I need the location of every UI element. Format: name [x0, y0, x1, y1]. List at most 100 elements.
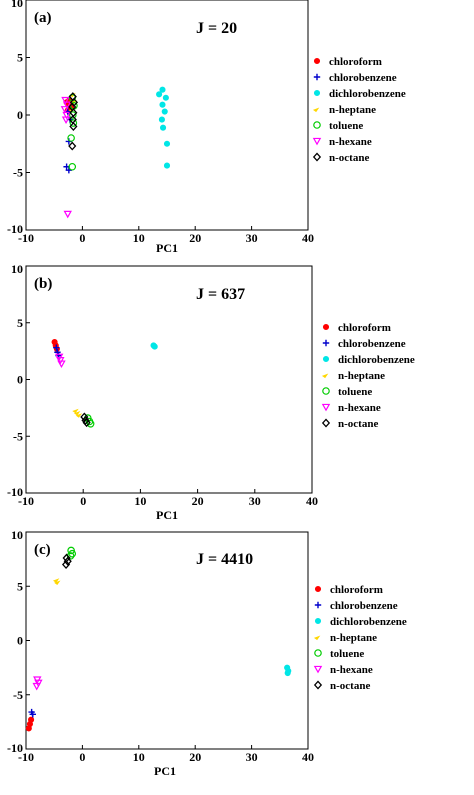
y-tick-label: -10 [7, 485, 23, 499]
legend-label-n-hexane: n-hexane [330, 664, 373, 676]
y-tick-label: 5 [17, 316, 23, 330]
x-tick-label: 30 [246, 750, 258, 764]
legend-label-n-octane: n-octane [338, 418, 378, 430]
data-point-dichlorobenzene [159, 86, 166, 93]
x-tick-label: 20 [189, 231, 201, 245]
panel-c-label: (c) [34, 542, 51, 558]
data-point-toluene [86, 419, 95, 428]
panel-b-xlabel: PC1 [156, 508, 178, 522]
legend-marker-toluene [322, 387, 330, 395]
data-point-chloroform [25, 725, 32, 732]
panel-a: -10 0 10 20 30 40 -10 -5 0 5 10 (a) J = 20 PC1 chl… [7, 0, 406, 255]
panel-b-label: (b) [34, 276, 52, 292]
legend-label-n-heptane: n-heptane [330, 632, 377, 644]
data-point-n-octane [68, 141, 77, 151]
legend-marker-n-octane [313, 680, 323, 690]
legend-marker-dichlorobenzene [314, 617, 322, 625]
x-tick-label: 40 [302, 231, 314, 245]
legend-label-chloroform: chloroform [330, 584, 383, 596]
data-point-dichlorobenzene [163, 162, 171, 169]
y-tick-label: -5 [13, 688, 23, 702]
data-point-n-octane [82, 418, 91, 428]
legend-label-chloroform: chloroform [338, 322, 391, 334]
panel-a-ticks: -10 0 10 20 30 40 -10 -5 0 5 10 [7, 0, 314, 245]
legend-marker-n-heptane [321, 373, 329, 379]
x-tick-label: 0 [79, 231, 85, 245]
data-point-n-hexane [62, 111, 71, 120]
data-point-chlorobenzene [53, 344, 60, 351]
panel-c-xlabel: PC1 [154, 764, 176, 778]
y-tick-label: 10 [11, 262, 23, 276]
data-point-toluene [68, 549, 77, 558]
data-point-n-hexane [62, 101, 72, 110]
data-point-toluene [69, 119, 78, 127]
legend-marker-chlorobenzene [314, 601, 322, 609]
legend-marker-n-hexane [313, 665, 323, 674]
legend-marker-toluene [313, 121, 321, 129]
legend-marker-chloroform [322, 323, 330, 331]
legend-label-n-heptane: n-heptane [338, 370, 385, 382]
data-point-dichlorobenzene [163, 140, 171, 147]
x-tick-label: 30 [246, 231, 258, 245]
y-tick-label: -10 [7, 222, 23, 236]
y-tick-label: 0 [17, 373, 23, 387]
legend-label-dichlorobenzene: dichlorobenzene [329, 88, 406, 100]
legend-label-chlorobenzene: chlorobenzene [338, 338, 406, 350]
legend-label-toluene: toluene [330, 648, 364, 660]
data-point-dichlorobenzene [161, 108, 168, 115]
data-point-n-heptane [72, 408, 79, 414]
panel-c-legend: chloroform chlorobenzene dichlorobenzene n-… [313, 584, 407, 692]
legend-marker-n-octane [312, 152, 322, 162]
legend-label-chlorobenzene: chlorobenzene [329, 72, 397, 84]
data-point-toluene [69, 111, 77, 119]
legend-label-n-hexane: n-hexane [338, 402, 381, 414]
y-tick-label: 10 [11, 528, 23, 542]
data-point-n-heptane [75, 413, 83, 418]
data-point-n-hexane [61, 96, 70, 105]
panel-a-legend: chloroform chlorobenzene dichlorobenzene n-… [312, 56, 406, 164]
x-tick-label: 40 [306, 494, 318, 508]
data-point-dichlorobenzene [156, 91, 163, 98]
data-point-n-hexane [60, 106, 70, 114]
x-tick-label: 30 [249, 494, 261, 508]
legend-marker-n-octane [321, 418, 331, 428]
data-point-n-hexane [61, 116, 71, 125]
panel-a-xlabel: PC1 [156, 241, 178, 255]
data-point-n-octane [81, 415, 90, 425]
y-tick-label: 5 [17, 579, 23, 593]
x-tick-label: 10 [133, 231, 145, 245]
panel-a-label: (a) [34, 10, 52, 26]
panel-a-annotation: J = 20 [196, 20, 237, 37]
x-tick-label: 40 [302, 750, 314, 764]
legend-label-toluene: toluene [338, 386, 372, 398]
panel-b: -10 0 10 20 30 40 -10 -5 0 5 10 (b) J = 637 PC1 ch… [7, 262, 415, 522]
legend-marker-chlorobenzene [313, 73, 321, 81]
legend-marker-n-hexane [312, 137, 322, 146]
x-tick-label: 10 [134, 494, 146, 508]
legend-marker-n-heptane [313, 635, 321, 641]
x-tick-label: 20 [192, 494, 204, 508]
legend-marker-chloroform [314, 585, 322, 593]
data-point-chlorobenzene [29, 711, 36, 718]
legend-label-n-octane: n-octane [329, 152, 369, 164]
panel-c: -10 0 10 20 30 40 -10 -5 0 5 10 (c) J = 4410 PC1 c… [7, 528, 407, 778]
y-tick-label: 0 [17, 108, 23, 122]
data-point-n-heptane [54, 580, 61, 586]
data-point-n-heptane [52, 578, 60, 583]
x-tick-label: 10 [133, 750, 145, 764]
legend-label-chloroform: chloroform [329, 56, 382, 68]
legend-marker-dichlorobenzene [322, 355, 330, 363]
legend-label-chlorobenzene: chlorobenzene [330, 600, 398, 612]
legend-marker-n-heptane [312, 107, 320, 113]
y-tick-label: 0 [17, 634, 23, 648]
legend-marker-dichlorobenzene [313, 89, 321, 97]
data-point-n-hexane [57, 360, 66, 369]
x-tick-label: -10 [18, 494, 34, 508]
legend-marker-chloroform [313, 57, 321, 65]
legend-label-n-octane: n-octane [330, 680, 370, 692]
data-point-n-heptane [73, 410, 81, 416]
data-point-n-octane [63, 556, 72, 566]
y-tick-label: -10 [7, 741, 23, 755]
x-tick-label: -10 [18, 750, 34, 764]
